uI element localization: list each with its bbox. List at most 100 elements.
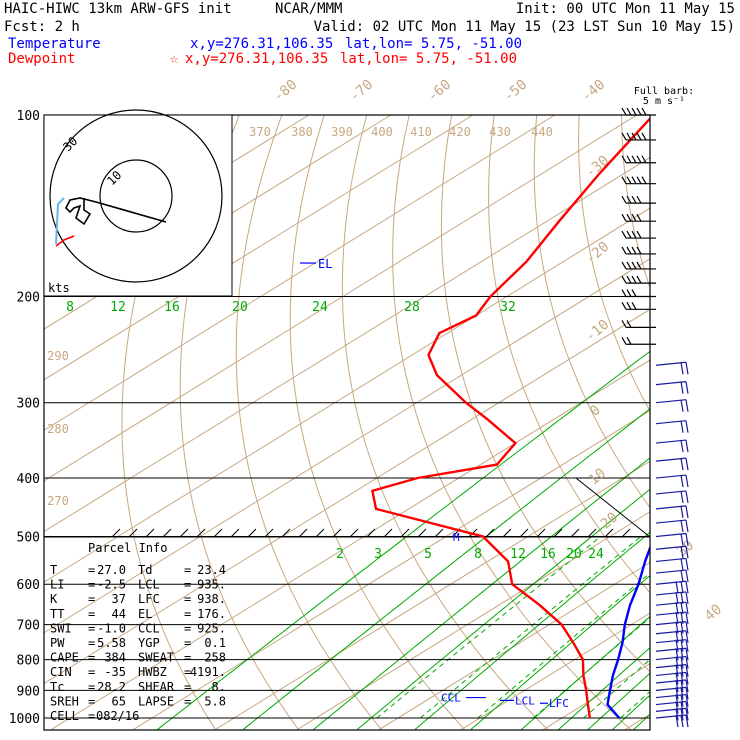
isotherm-line [44, 207, 650, 583]
wind-barb [655, 707, 689, 721]
parcel-eq: = [184, 636, 191, 650]
parcel-value: 935. [197, 578, 226, 592]
wind-barb [621, 132, 656, 141]
hatch-mark [485, 528, 495, 538]
theta-e-label: 410 [410, 125, 432, 139]
parcel-value: 37 [112, 592, 126, 606]
temp-latlon: lat,lon= 5.75, -51.00 [345, 36, 522, 52]
isotherm-label: -40 [579, 77, 609, 106]
isotherm-label: -80 [271, 77, 301, 106]
wind-barb [621, 230, 656, 239]
mixing-ratio-line [413, 531, 650, 730]
pressure-tick-label: 600 [17, 578, 40, 593]
isotherm-line [44, 115, 638, 482]
wind-barb [621, 155, 656, 164]
isotherm-line [295, 511, 650, 730]
theta-label: 280 [47, 422, 69, 436]
theta-e-label: 370 [249, 125, 271, 139]
hatch-mark [502, 528, 512, 538]
moist-guide-line [477, 572, 650, 719]
hodograph-trace-surface [55, 235, 75, 247]
parcel-value: 925. [197, 621, 226, 635]
dry-adiabat-line [440, 115, 650, 673]
hatch-mark [230, 528, 240, 538]
parcel-value: 384 [104, 651, 126, 665]
parcel-eq: = [184, 680, 191, 694]
theta-label: 270 [47, 494, 69, 508]
wind-barb [655, 457, 689, 471]
pressure-tick-label: 800 [17, 654, 40, 669]
wind-barb [655, 630, 689, 643]
parcel-eq: = [184, 694, 191, 708]
isotherm-label: -70 [347, 77, 377, 106]
hatch-mark [162, 528, 172, 538]
mixing-ratio-line [651, 238, 740, 731]
parcel-value: 938. [197, 592, 226, 606]
isotherm-label: 0 [587, 402, 604, 420]
parcel-key: CCL [138, 621, 160, 635]
parcel-eq: = [88, 665, 95, 679]
hatch-mark [264, 528, 274, 538]
parcel-value: 082/16 [96, 709, 139, 723]
hodograph: 30 10 kts [43, 109, 233, 297]
temp-xy: x,y=276.31,106.35 [190, 36, 333, 52]
hodograph-unit-label: kts [48, 281, 70, 295]
isotherm-line [131, 410, 650, 730]
hatch-mark [519, 528, 529, 538]
parcel-value: -35 [104, 665, 126, 679]
wind-barb [621, 176, 656, 185]
parcel-key: LI [50, 578, 64, 592]
pressure-tick-label: 1000 [9, 712, 40, 727]
isotherm-label: -60 [425, 77, 455, 106]
pressure-tick-label: 700 [17, 619, 40, 634]
parcel-value: 28.2 [97, 680, 126, 694]
lcl-label: LCL [515, 694, 535, 707]
wind-barb [655, 505, 689, 518]
hatch-mark [536, 528, 546, 538]
wind-barb [655, 714, 689, 728]
parcel-key: CIN [50, 665, 72, 679]
wind-barb [655, 569, 689, 583]
wind-barb [621, 246, 656, 255]
hatch-mark [383, 528, 393, 538]
hatch-mark [145, 528, 155, 538]
wind-barb [621, 336, 656, 345]
isotherm-line [459, 612, 650, 730]
parcel-info-title: Parcel Info [88, 541, 167, 555]
wind-barb [655, 381, 689, 394]
parcel-value: 8. [212, 680, 226, 694]
parcel-value: 4191. [190, 665, 226, 679]
dry-adiabat-line [488, 115, 650, 594]
dry-adiabat-line [392, 115, 632, 730]
wind-barb [655, 439, 689, 453]
parcel-key: LAPSE [138, 694, 174, 708]
parcel-key: CELL [50, 709, 79, 723]
parcel-key: SREH [50, 694, 79, 708]
parcel-eq: = [88, 636, 95, 650]
mixing-ratio-label: 20 [566, 547, 582, 562]
mixing-ratio-line [586, 672, 650, 730]
hatch-mark [434, 528, 444, 538]
dew-star-icon: ☆ [170, 51, 179, 67]
parcel-info-table: T = 27.0 Td = 23.4LI = -2.5 LCL = 935.K = 37 LFC = 938.… [50, 563, 226, 723]
parcel-eq: = [88, 651, 95, 665]
barb-key-unit: 5 m s⁻¹ [643, 96, 685, 107]
theta-e-label: 440 [531, 125, 553, 139]
wind-barb [621, 289, 656, 298]
parcel-info-panel: Parcel Info T = 27.0 Td = 23.4LI = -2.5 LCL = 935.… [43, 477, 651, 731]
parcel-key: TT [50, 607, 64, 621]
isotherm-line [44, 308, 650, 685]
hatch-mark [349, 528, 359, 538]
parcel-value: 23.4 [197, 563, 226, 577]
parcel-value: 44 [112, 607, 126, 621]
parcel-eq: = [88, 694, 95, 708]
wind-barb [655, 361, 689, 375]
parcel-key: Tc [50, 680, 64, 694]
parcel-value: -1.0 [97, 621, 126, 635]
wind-barb [655, 545, 689, 559]
isotherm-line [44, 156, 650, 533]
parcel-key: LFC [138, 592, 160, 606]
hatch-mark [332, 528, 342, 538]
dry-adiabat-lines [121, 115, 650, 730]
